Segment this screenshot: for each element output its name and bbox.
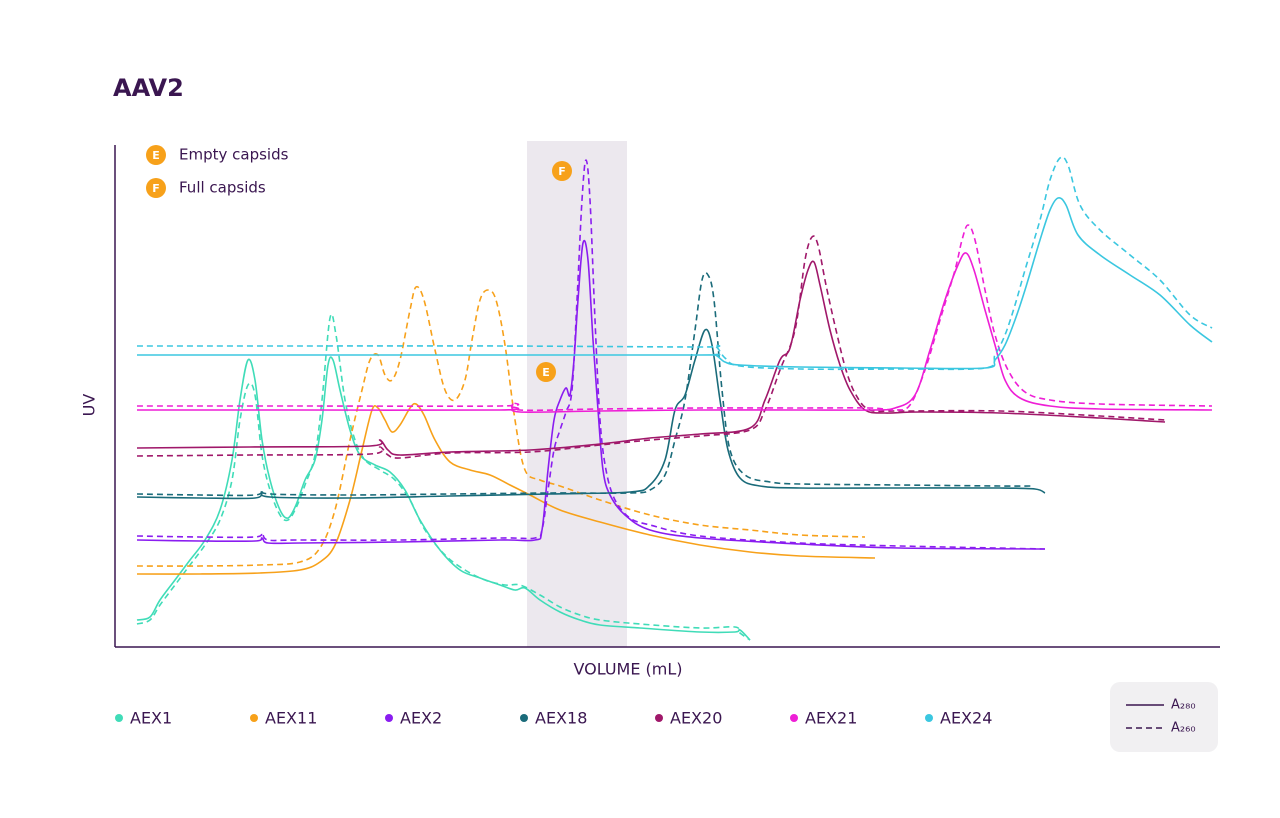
series-line <box>136 313 751 641</box>
annotation-label: E <box>542 366 550 379</box>
legend-swatch <box>925 714 933 722</box>
legend-label: AEX1 <box>130 709 172 728</box>
annotation-badge <box>552 161 572 181</box>
series-line <box>136 402 876 575</box>
legend-swatch <box>655 714 663 722</box>
legend-label: AEX2 <box>400 709 442 728</box>
marker-key-letter: E <box>152 149 160 162</box>
x-axis-label: VOLUME (mL) <box>573 660 682 679</box>
series-line <box>136 260 1166 456</box>
legend-label: AEX21 <box>805 709 857 728</box>
marker-key-badge <box>146 178 166 198</box>
annotation-label: F <box>558 165 566 178</box>
legend-label: AEX24 <box>940 709 992 728</box>
legend-swatch <box>790 714 798 722</box>
legend-label: AEX20 <box>670 709 722 728</box>
marker-key-badge <box>146 145 166 165</box>
series-line <box>137 252 1213 413</box>
marker-key-letter: F <box>152 182 160 195</box>
highlight-band <box>527 141 627 647</box>
line-style-label: A₂₆₀ <box>1171 721 1196 736</box>
series-line <box>137 224 1213 412</box>
legend-swatch <box>250 714 258 722</box>
legend-swatch <box>115 714 123 722</box>
series-line <box>136 285 866 567</box>
annotation-badge <box>536 362 556 382</box>
legend-label: AEX18 <box>535 709 587 728</box>
legend-swatch <box>520 714 528 722</box>
marker-key-text: Empty capsids <box>179 146 289 164</box>
legend-label: AEX11 <box>265 709 317 728</box>
marker-key-text: Full capsids <box>179 179 266 197</box>
series-line <box>136 328 1046 500</box>
y-axis-label: UV <box>80 394 99 417</box>
series-line <box>137 197 1213 370</box>
legend-swatch <box>385 714 393 722</box>
series-line <box>136 239 1046 550</box>
series-line <box>136 356 751 641</box>
line-style-label: A₂₈₀ <box>1171 698 1196 713</box>
chart-title: AAV2 <box>113 74 184 102</box>
series-line <box>136 271 1033 497</box>
series-line <box>136 159 1046 550</box>
series-line <box>137 156 1213 371</box>
line-style-legend-box <box>1110 682 1218 752</box>
